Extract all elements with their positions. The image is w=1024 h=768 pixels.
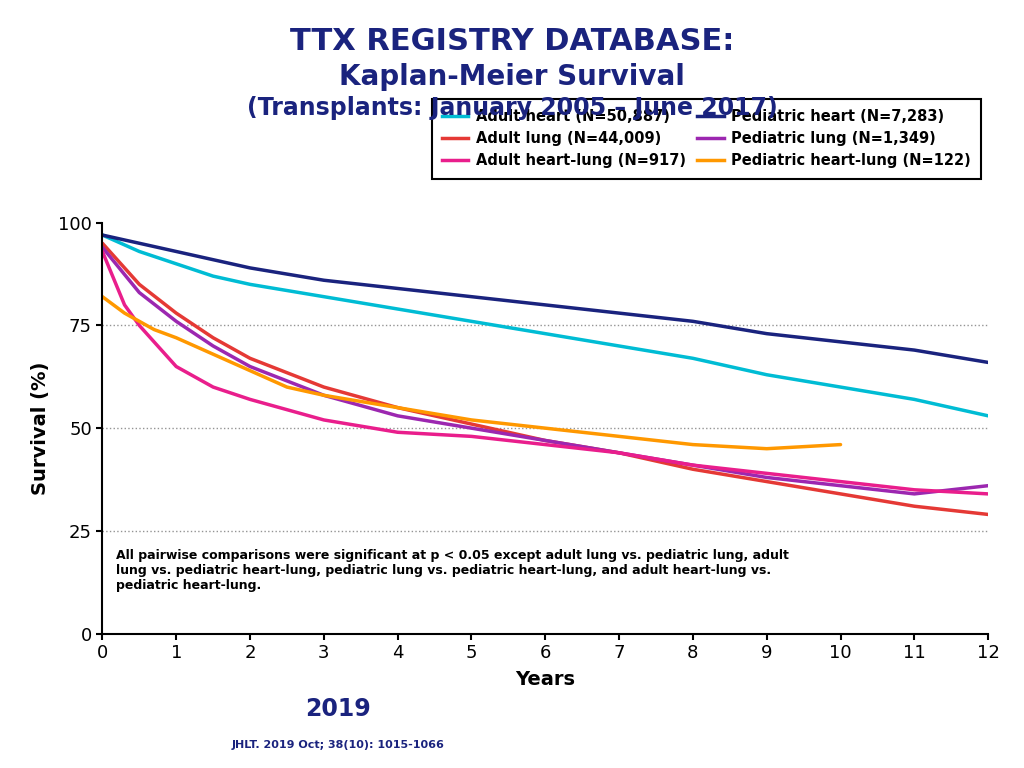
Text: TTX REGISTRY DATABASE:: TTX REGISTRY DATABASE: bbox=[290, 27, 734, 56]
X-axis label: Years: Years bbox=[515, 670, 575, 690]
Text: All pairwise comparisons were significant at p < 0.05 except adult lung vs. pedi: All pairwise comparisons were significan… bbox=[116, 549, 788, 592]
Text: ISHLT: ISHLT bbox=[17, 711, 121, 744]
Legend: Adult heart (N=50,887), Adult lung (N=44,009), Adult heart-lung (N=917), Pediatr: Adult heart (N=50,887), Adult lung (N=44… bbox=[432, 98, 981, 178]
Text: JHLT. 2019 Oct; 38(10): 1015-1066: JHLT. 2019 Oct; 38(10): 1015-1066 bbox=[231, 740, 444, 750]
Y-axis label: Survival (%): Survival (%) bbox=[31, 362, 50, 495]
Text: (Transplants: January 2005 – June 2017): (Transplants: January 2005 – June 2017) bbox=[247, 96, 777, 120]
Text: 2019: 2019 bbox=[305, 697, 371, 721]
Text: Kaplan-Meier Survival: Kaplan-Meier Survival bbox=[339, 63, 685, 91]
Text: ISHLT • INTERNATIONAL SOCIETY FOR HEART AND LUNG TRANSPLANTATION: ISHLT • INTERNATIONAL SOCIETY FOR HEART … bbox=[76, 732, 462, 741]
